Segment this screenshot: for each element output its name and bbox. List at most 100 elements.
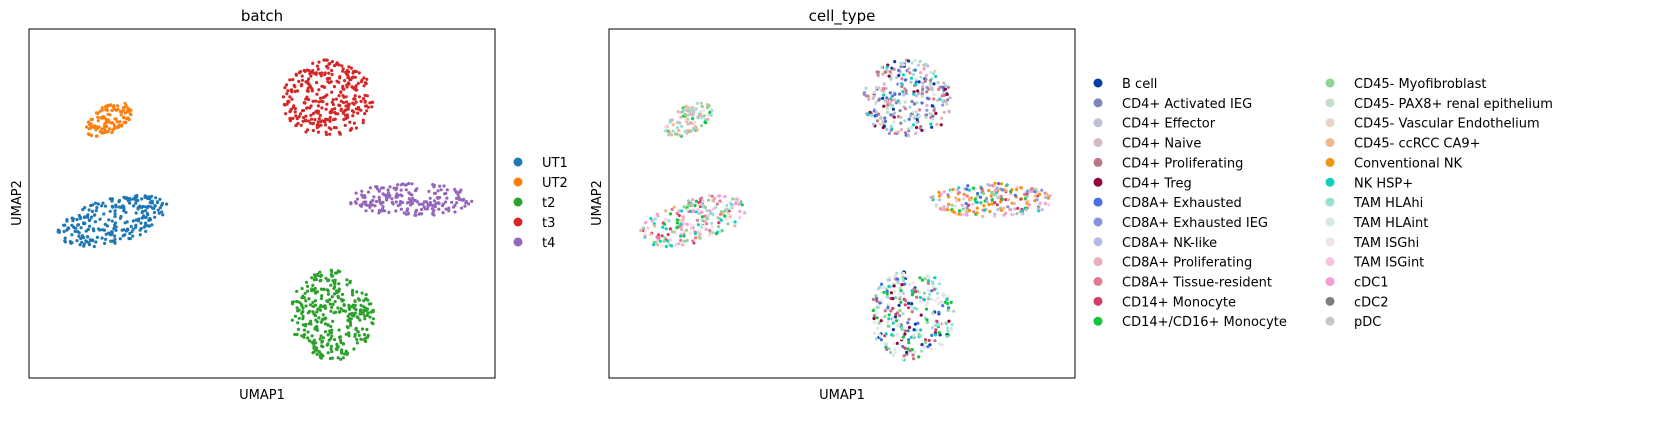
- point: [281, 95, 286, 99]
- point: [937, 331, 941, 335]
- point: [693, 232, 698, 236]
- point: [1024, 195, 1028, 199]
- point: [119, 205, 123, 209]
- point: [1040, 188, 1044, 192]
- point: [116, 107, 120, 111]
- point: [283, 86, 287, 90]
- point: [871, 308, 875, 313]
- point: [675, 126, 680, 130]
- point: [934, 111, 938, 115]
- point: [301, 108, 306, 113]
- point: [907, 325, 912, 329]
- point: [900, 283, 904, 287]
- point: [999, 187, 1003, 191]
- legend-marker: [1093, 78, 1103, 88]
- point: [901, 271, 906, 275]
- point: [992, 193, 996, 197]
- batch-panel: batch UMAP1 UMAP2 UT1 UT2 t2 t3 t4: [10, 7, 568, 403]
- point: [670, 244, 674, 248]
- point: [893, 92, 897, 96]
- point: [694, 199, 699, 203]
- cell-type-title: cell_type: [809, 7, 876, 26]
- point: [987, 188, 991, 193]
- point: [932, 108, 936, 112]
- point: [644, 220, 648, 225]
- point: [349, 77, 353, 82]
- point: [129, 108, 133, 112]
- point: [942, 190, 946, 194]
- point: [694, 107, 698, 111]
- point: [353, 311, 357, 315]
- point: [355, 197, 360, 201]
- legend-label: CD45- Myofibroblast: [1354, 77, 1486, 92]
- point: [358, 308, 363, 312]
- point: [914, 77, 919, 81]
- point: [108, 113, 112, 117]
- point: [88, 218, 92, 222]
- point: [406, 207, 410, 211]
- point: [437, 207, 441, 211]
- point: [707, 198, 711, 202]
- point: [937, 87, 941, 91]
- point: [941, 321, 945, 326]
- point: [321, 85, 325, 89]
- point: [919, 334, 923, 338]
- point: [328, 302, 332, 306]
- point: [912, 287, 916, 291]
- legend-label: TAM HLAint: [1353, 216, 1428, 231]
- point: [290, 90, 294, 94]
- point: [337, 328, 341, 332]
- point: [153, 215, 157, 219]
- point: [304, 304, 308, 308]
- point: [1003, 211, 1008, 215]
- point: [680, 219, 684, 224]
- point: [918, 114, 922, 118]
- point: [362, 333, 367, 337]
- point: [134, 211, 138, 215]
- point: [889, 77, 893, 81]
- point: [56, 230, 60, 234]
- point: [333, 300, 337, 304]
- point: [286, 99, 290, 103]
- point: [1006, 198, 1011, 202]
- point: [307, 297, 311, 301]
- point: [329, 127, 333, 131]
- point: [996, 208, 1000, 212]
- point: [925, 103, 929, 108]
- point: [113, 237, 117, 241]
- point: [370, 105, 374, 109]
- point: [982, 192, 986, 196]
- point: [876, 326, 880, 330]
- point: [334, 126, 338, 130]
- point: [661, 225, 665, 229]
- point: [113, 221, 118, 225]
- point: [340, 64, 344, 68]
- point: [688, 231, 693, 235]
- point: [939, 85, 943, 89]
- point: [891, 306, 895, 311]
- point: [295, 289, 299, 293]
- point: [653, 217, 657, 221]
- point: [667, 219, 671, 223]
- point: [906, 306, 911, 310]
- point: [901, 275, 905, 279]
- point: [666, 232, 670, 237]
- point: [399, 207, 403, 211]
- point: [870, 113, 874, 118]
- point: [941, 103, 945, 107]
- point: [131, 197, 135, 201]
- point: [990, 202, 994, 206]
- point: [970, 202, 975, 206]
- point: [683, 112, 687, 116]
- point: [933, 339, 937, 343]
- legend-label: TAM ISGint: [1353, 256, 1424, 271]
- point: [929, 112, 934, 116]
- point: [86, 235, 90, 239]
- point: [951, 209, 955, 213]
- legend-marker: [1325, 157, 1335, 167]
- point: [889, 124, 893, 128]
- point: [699, 196, 704, 200]
- point: [919, 328, 923, 332]
- point: [940, 94, 944, 98]
- point: [333, 111, 337, 115]
